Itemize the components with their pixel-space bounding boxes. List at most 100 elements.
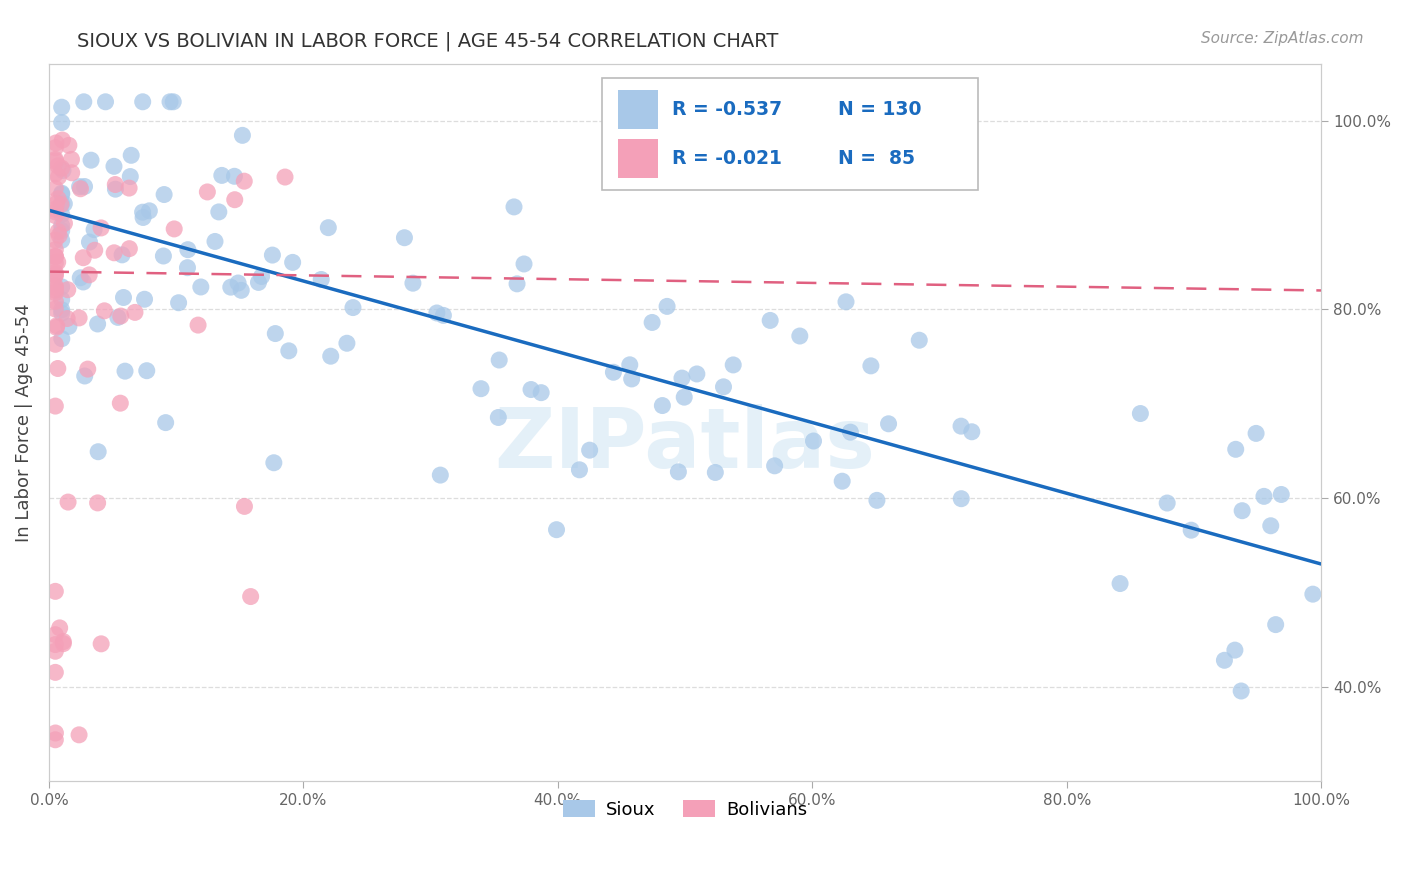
Point [131,95,153,109]
Point [176,260,198,275]
Point [1260,518,1282,533]
Y-axis label: In Labor Force | Age 45-54: In Labor Force | Age 45-54 [15,303,32,541]
Point [704,466,727,480]
Point [111,248,134,262]
Point [46,159,69,173]
Point [277,343,299,358]
Point [44,209,66,223]
Point [44,141,66,155]
Point [134,292,156,306]
Point [226,276,249,290]
Text: R = -0.021: R = -0.021 [672,149,782,168]
Point [877,417,900,431]
Point [155,416,177,430]
Point [60,166,83,180]
Bar [617,138,658,178]
Point [153,187,176,202]
Point [309,272,332,286]
Point [48,621,70,635]
Text: ZIPatlas: ZIPatlas [495,403,876,484]
Point [86,496,108,510]
Point [713,380,735,394]
Point [839,425,862,439]
Point [51,293,73,307]
Point [51,100,73,114]
Point [51,332,73,346]
Point [67,310,90,325]
Point [94,95,117,109]
Point [135,364,157,378]
Point [1244,426,1267,441]
Point [104,178,127,192]
Point [44,205,66,219]
Point [93,303,115,318]
Point [239,590,262,604]
Point [51,133,73,147]
Point [759,313,782,327]
Point [1109,576,1132,591]
Point [520,383,543,397]
Point [51,834,73,848]
Point [250,269,273,284]
Point [46,192,69,206]
Point [58,138,80,153]
Point [281,255,304,269]
Point [52,163,75,178]
Point [1302,587,1324,601]
Point [80,153,103,168]
Point [90,637,112,651]
Point [44,811,66,825]
Point [90,221,112,235]
Point [44,279,66,293]
Point [1129,407,1152,421]
Point [72,251,94,265]
Point [1230,684,1253,698]
Point [152,249,174,263]
Point [60,153,83,167]
Point [56,311,79,326]
Point [44,181,66,195]
Point [530,385,553,400]
Point [546,523,568,537]
Point [686,367,709,381]
Point [721,358,744,372]
Point [110,396,132,410]
Point [44,283,66,297]
Point [44,294,66,309]
Point [79,235,101,249]
Point [44,268,66,282]
Point [470,382,492,396]
Point [56,283,79,297]
Point [651,399,673,413]
Point [52,634,75,648]
Point [51,306,73,320]
Point [51,302,73,317]
Point [866,493,889,508]
Point [319,349,342,363]
Point [789,329,811,343]
Point [67,728,90,742]
Point [45,196,67,211]
Point [488,353,510,368]
Point [274,169,297,184]
Point [655,299,678,313]
Point [1225,442,1247,457]
Point [219,280,242,294]
Point [159,95,181,109]
Point [187,318,209,332]
Point [908,333,931,347]
Point [44,285,66,300]
Point [211,169,233,183]
Point [44,628,66,642]
Point [132,211,155,225]
Point [45,250,67,264]
Point [666,465,689,479]
Text: N =  85: N = 85 [838,149,915,168]
Point [120,169,142,184]
Point [224,193,246,207]
Point [233,174,256,188]
Point [831,474,853,488]
Point [1156,496,1178,510]
Point [835,294,858,309]
Point [73,95,96,109]
